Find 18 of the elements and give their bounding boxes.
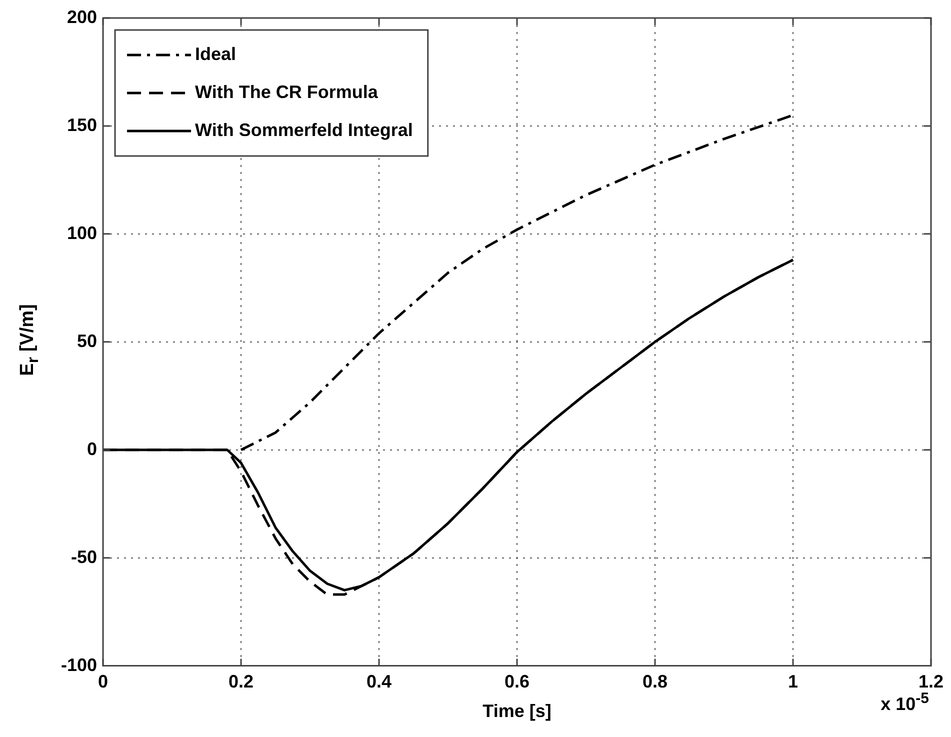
legend-label: With Sommerfeld Integral [195, 120, 413, 140]
x-tick-label: 0.8 [642, 672, 668, 692]
y-tick-label: -100 [60, 654, 98, 675]
x-tick-label: 1.2 [918, 672, 944, 692]
y-tick-label: 200 [66, 6, 98, 27]
y-tick-label: 150 [66, 114, 98, 135]
legend-label: Ideal [195, 44, 236, 64]
x-tick-label: 0.4 [366, 672, 392, 692]
y-tick-label: -50 [71, 546, 98, 567]
x-tick-label: 0.2 [228, 672, 254, 692]
y-tick-label: 100 [66, 222, 98, 243]
y-tick-label: 50 [76, 330, 98, 351]
x-tick-label: 1 [788, 672, 798, 692]
y-tick-label: 0 [87, 438, 98, 459]
legend-label: With The CR Formula [195, 82, 379, 102]
text: x 10$^{-5}$ [880, 690, 929, 715]
x-axis-title: Time [s] [482, 701, 552, 722]
x-tick-label: 0.6 [504, 672, 530, 692]
